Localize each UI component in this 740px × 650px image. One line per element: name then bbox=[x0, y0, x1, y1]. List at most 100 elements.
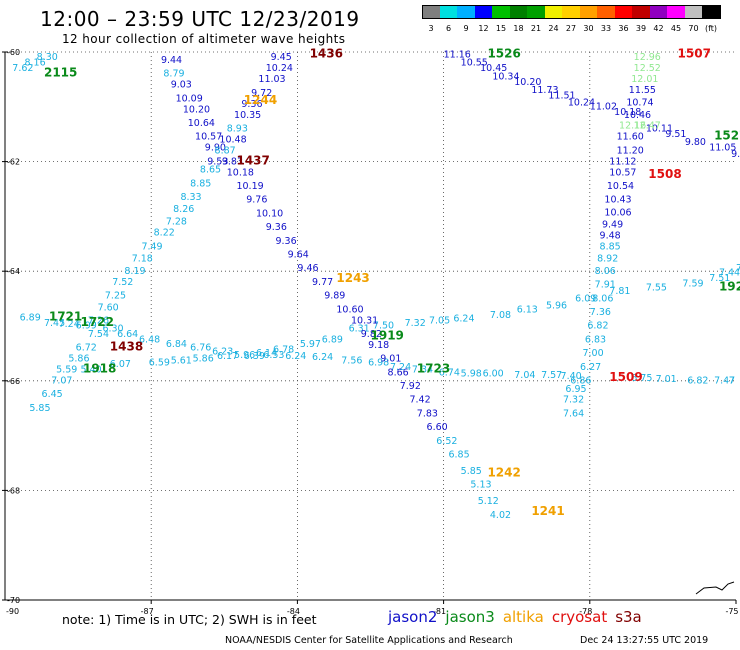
wave-height-label: 6.82 bbox=[587, 321, 608, 332]
color-scale-tick: 21 bbox=[530, 24, 542, 33]
wave-height-label: 5.40 bbox=[81, 365, 102, 376]
wave-height-label: 6.86 bbox=[570, 376, 591, 387]
wave-height-label: 10.46 bbox=[624, 110, 651, 121]
pass-time-label: 1918 bbox=[83, 362, 116, 376]
wave-height-label: 9.03 bbox=[171, 80, 192, 91]
wave-height-label: 6.89 bbox=[322, 334, 343, 345]
wave-height-label: 10.11 bbox=[646, 123, 673, 134]
wave-height-label: 7.04 bbox=[514, 370, 535, 381]
wave-height-label: 11.02 bbox=[590, 102, 617, 113]
wave-height-label: 6.00 bbox=[483, 368, 504, 379]
wave-height-label: 9.82 bbox=[361, 329, 382, 340]
pass-time-label: 1507 bbox=[678, 46, 711, 60]
color-scale-tick: 24 bbox=[548, 24, 559, 33]
wave-height-label: 6.24 bbox=[285, 351, 306, 362]
wave-height-label: 8.92 bbox=[597, 253, 618, 264]
wave-height-label: 7.45 bbox=[44, 318, 65, 329]
wave-height-label: 12.16 bbox=[619, 121, 646, 132]
wave-height-label: 10.35 bbox=[234, 110, 261, 121]
wave-height-label: 5.86 bbox=[193, 354, 214, 365]
wave-height-label: 6.30 bbox=[102, 323, 123, 334]
pass-time-label: 1723 bbox=[417, 362, 450, 376]
wave-height-label: 7.26 bbox=[88, 315, 109, 326]
wave-height-label: 6.78 bbox=[273, 344, 294, 355]
wave-height-label: 9.36 bbox=[275, 236, 296, 247]
wave-height-label: 7.44 bbox=[719, 268, 740, 279]
wave-height-label: 6.83 bbox=[585, 334, 606, 345]
wave-height-label: 7.64 bbox=[563, 408, 584, 419]
wave-height-label: 7.32 bbox=[405, 318, 426, 329]
wave-height-label: 7.59 bbox=[682, 279, 703, 290]
wave-height-label: 10.31 bbox=[351, 315, 378, 326]
wave-height-label: 8.87 bbox=[215, 145, 236, 156]
color-scale-tick: 70 bbox=[688, 24, 699, 33]
wave-height-label: 8.93 bbox=[227, 123, 248, 134]
wave-height-label: 6.24 bbox=[312, 352, 333, 363]
wave-height-label: 6.75 bbox=[631, 373, 652, 384]
wave-height-label: 11.20 bbox=[617, 145, 644, 156]
wave-height-label: 10.10 bbox=[256, 208, 283, 219]
wave-height-label: 9.90 bbox=[205, 143, 226, 154]
wave-height-label: 8.06 bbox=[592, 293, 613, 304]
wave-height-label: 9.46 bbox=[297, 263, 318, 274]
wave-height-label: 8.65 bbox=[200, 165, 221, 176]
legend-jason2: jason2 bbox=[388, 608, 438, 626]
wave-height-label: 9.51 bbox=[665, 129, 686, 140]
wave-height-label: 9.72 bbox=[251, 88, 272, 99]
wave-height-label: 7.2 bbox=[736, 263, 740, 274]
wave-height-label: 9.77 bbox=[312, 277, 333, 288]
wave-height-label: 10.18 bbox=[227, 167, 254, 178]
wave-height-label: 10.60 bbox=[336, 304, 363, 315]
wave-height-label: 4.02 bbox=[490, 510, 511, 521]
wave-height-label: 5.96 bbox=[234, 350, 255, 361]
wave-height-label: 6.45 bbox=[42, 389, 63, 400]
wave-height-label: 10.57 bbox=[609, 167, 636, 178]
color-swatch bbox=[702, 5, 721, 19]
color-scale-tick: 9 bbox=[463, 24, 469, 33]
wave-height-label: 10.34 bbox=[492, 71, 519, 82]
map-grid bbox=[2, 51, 737, 604]
pass-time-label: 1438 bbox=[110, 340, 143, 354]
wave-height-label: 7.56 bbox=[341, 355, 362, 366]
legend-cryosat: cryosat bbox=[551, 608, 608, 626]
corner-lon-label: -90 bbox=[6, 607, 19, 616]
lat-tick-label: -68 bbox=[7, 486, 20, 495]
wave-height-label: 8.22 bbox=[154, 228, 175, 239]
pass-time-label: 1241 bbox=[531, 504, 564, 518]
wave-height-label: 5.13 bbox=[470, 480, 491, 491]
wave-height-label: 9.49 bbox=[602, 219, 623, 230]
lon-tick-label: -81 bbox=[433, 607, 446, 616]
wave-height-label: 7.18 bbox=[132, 253, 153, 264]
wave-height-label: 12.96 bbox=[634, 52, 661, 63]
wave-height-label: 7.24 bbox=[59, 319, 80, 330]
lat-tick-label: -70 bbox=[7, 596, 20, 605]
coastline bbox=[695, 581, 735, 595]
wave-height-label: 6.52 bbox=[436, 436, 457, 447]
observations-layer: 8.308.167.629.448.799.0310.0910.2010.641… bbox=[12, 49, 740, 520]
axes-labels: -87 -84 -81 -78 -75 -60 -62 -64 -66 -68 -70 -90 bbox=[6, 48, 739, 616]
wave-height-label: 7.05 bbox=[429, 315, 450, 326]
wave-height-label: 7.62 bbox=[12, 63, 33, 74]
wave-height-label: 9.48 bbox=[600, 230, 621, 241]
wave-height-label: 5.96 bbox=[546, 300, 567, 311]
pass-time-label: 1526 bbox=[487, 46, 520, 60]
wave-height-label: 7.01 bbox=[656, 374, 677, 385]
wave-height-label: 11.12 bbox=[609, 156, 636, 167]
color-scale-tick: 6 bbox=[445, 24, 452, 33]
wave-height-label: 5.59 bbox=[56, 365, 77, 376]
wave-height-label: 5.85 bbox=[461, 466, 482, 477]
wave-height-label: 6.95 bbox=[565, 384, 586, 395]
wave-height-label: 10.48 bbox=[219, 134, 246, 145]
color-scale-tick: 18 bbox=[513, 24, 524, 33]
wave-height-label: 11.60 bbox=[617, 132, 644, 143]
wave-height-label: 10.20 bbox=[514, 77, 541, 88]
wave-height-label: 7.57 bbox=[541, 370, 562, 381]
wave-height-label: 5.98 bbox=[461, 368, 482, 379]
wave-height-label: 10.18 bbox=[614, 107, 641, 118]
wave-height-label: 7.92 bbox=[400, 381, 421, 392]
wave-height-label: 9.76 bbox=[246, 195, 267, 206]
color-scale-tick: 33 bbox=[600, 24, 612, 33]
wave-height-label: 8.66 bbox=[388, 367, 409, 378]
wave-height-label: 8.79 bbox=[163, 69, 184, 80]
wave-height-label: 6.53 bbox=[263, 350, 284, 361]
